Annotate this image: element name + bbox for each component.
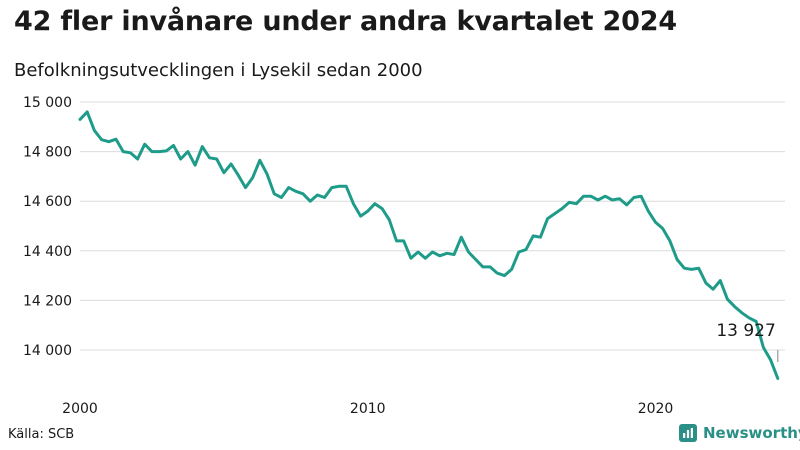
chart-title: 42 fler invånare under andra kvartalet 2… bbox=[14, 6, 677, 37]
y-tick-label: 14 400 bbox=[23, 244, 72, 260]
chart-subtitle: Befolkningsutvecklingen i Lysekil sedan … bbox=[14, 60, 423, 81]
brand-name: Newsworthy bbox=[703, 424, 800, 442]
newsworthy-icon bbox=[679, 424, 697, 442]
x-tick-label: 2000 bbox=[62, 401, 98, 417]
annotation-label: 13 927 bbox=[716, 321, 775, 341]
x-tick-label: 2020 bbox=[638, 401, 674, 417]
source-note: Källa: SCB bbox=[8, 427, 75, 442]
y-tick-label: 14 000 bbox=[23, 343, 72, 359]
brand-logo[interactable]: Newsworthy bbox=[679, 424, 800, 442]
y-tick-label: 14 600 bbox=[23, 194, 72, 210]
population-series-line bbox=[78, 110, 780, 380]
y-tick-label: 14 200 bbox=[23, 293, 72, 309]
y-tick-label: 15 000 bbox=[23, 95, 72, 111]
x-tick-label: 2010 bbox=[350, 401, 386, 417]
y-tick-label: 14 800 bbox=[23, 145, 72, 161]
